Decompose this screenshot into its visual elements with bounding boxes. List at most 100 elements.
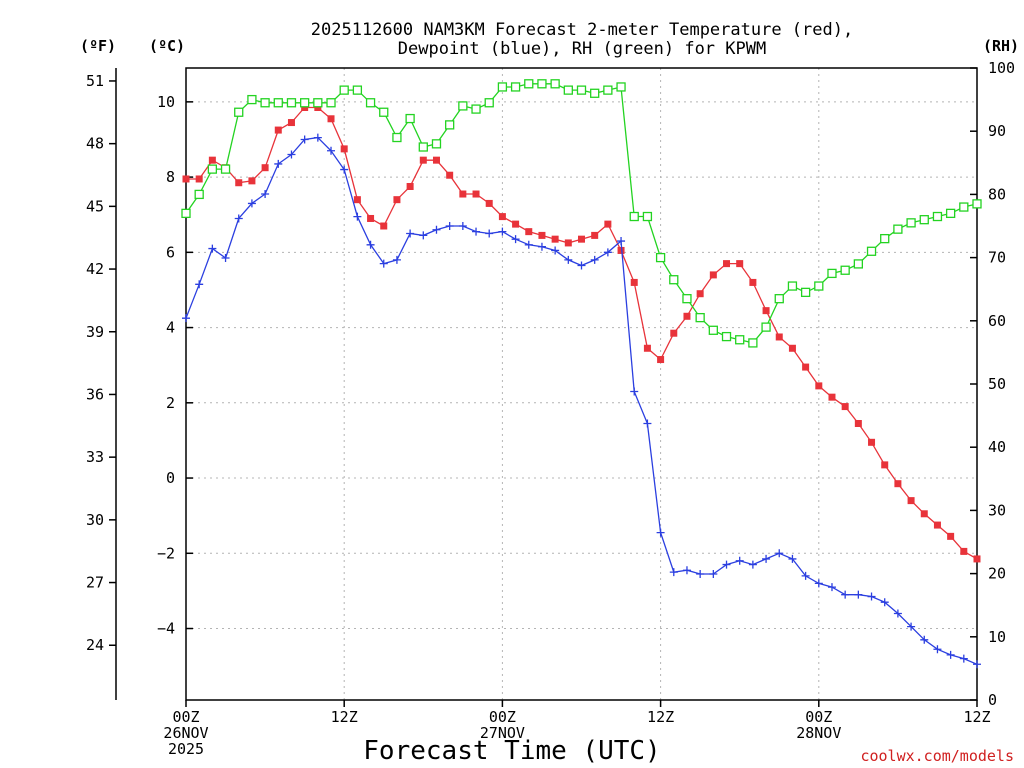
2-meter-temperature-point [261,164,269,172]
dewpoint-point [208,244,217,253]
rh-point [827,268,837,279]
2-meter-temperature-point [881,461,889,469]
dewpoint-point [313,133,322,142]
dewpoint-point [221,253,230,262]
rh-tick-label: 70 [988,249,1006,267]
dewpoint-point [643,419,652,428]
rh-point [445,120,455,130]
celsius-tick-label: 4 [166,319,175,337]
2-meter-temperature-point [709,271,717,279]
2-meter-temperature-point [340,145,348,153]
chart-title: 2025112600 NAM3KM Forecast 2-meter Tempe… [311,20,853,40]
rh-point [431,139,442,149]
fahrenheit-tick-label: 30 [86,511,104,529]
2-meter-temperature-point [551,235,559,243]
rh-unit-label: (RH) [983,37,1019,55]
2-meter-temperature-series [182,104,981,563]
dewpoint-point [854,590,863,599]
2-meter-temperature-point [380,222,388,230]
2-meter-temperature-point [393,196,401,204]
2-meter-temperature-point [208,156,216,164]
2-meter-temperature-point [525,228,533,236]
rh-point [880,233,890,244]
rh-tick-label: 80 [988,185,1006,203]
rh-point [181,208,191,219]
dewpoint-point [247,199,256,208]
rh-point [524,79,534,89]
2-meter-temperature-point [762,307,770,315]
rh-tick-label: 30 [988,501,1006,519]
x-tick-label: 2025 [168,740,204,758]
dewpoint-point [300,135,309,144]
gridlines [186,68,977,700]
dewpoint-point [392,255,401,264]
rh-point [484,98,494,108]
rh-point [365,98,376,108]
rh-tick-label: 90 [988,122,1006,140]
rh-point [352,85,363,95]
2-meter-temperature-point [446,171,454,179]
rh-point [682,294,692,304]
dewpoint-point [353,212,362,221]
2-meter-temperature-point [195,175,203,183]
dewpoint-point [827,583,836,592]
fahrenheit-tick-label: 27 [86,574,104,592]
2-meter-temperature-point [472,190,480,198]
rh-point [220,164,231,174]
rh-point [497,82,508,92]
2-meter-temperature-point [643,344,651,352]
rh-line [185,83,978,344]
dewpoint-point [590,255,599,264]
dewpoint-point [537,242,546,251]
rh-point [576,85,587,95]
rh-point [959,202,969,212]
rh-tick-label: 10 [988,628,1006,646]
2-meter-temperature-point [182,175,190,183]
2-meter-temperature-point [894,480,902,488]
2-meter-temperature-point [736,260,744,268]
fahrenheit-tick-label: 48 [86,135,104,153]
2-meter-temperature-point [749,278,757,286]
2-meter-temperature-point [314,104,322,111]
dewpoint-point [274,159,283,168]
rh-point [510,82,521,92]
2-meter-temperature-point [828,393,836,401]
dewpoint-point [709,569,718,578]
2-meter-temperature-point [301,104,309,111]
rh-tick-label: 100 [988,59,1015,77]
celsius-tick-label: 10 [157,93,175,111]
dewpoint-point [234,214,243,223]
rh-tick-label: 50 [988,375,1006,393]
dewpoint-point [366,240,375,249]
2-meter-temperature-point [591,231,599,239]
dewpoint-point [946,650,955,659]
dewpoint-point [472,227,481,236]
celsius-tick-label: −2 [157,544,175,562]
fahrenheit-tick-label: 51 [86,72,104,90]
fahrenheit-tick-label: 39 [86,323,104,341]
fahrenheit-unit-label: (ºF) [80,37,116,55]
2-meter-temperature-point [459,190,467,198]
rh-point [629,211,639,222]
dewpoint-point [920,635,929,644]
rh-point [906,218,916,228]
series-layer [181,79,982,669]
rh-point [563,85,573,95]
rh-point [761,322,771,332]
x-tick-label: 27NOV [480,724,525,742]
rh-point [471,104,481,114]
2-meter-temperature-point [274,126,282,134]
celsius-tick-label: 2 [166,394,175,412]
dewpoint-point [419,231,428,240]
dewpoint-point [182,314,190,323]
dewpoint-point [458,222,467,230]
rh-point [669,275,679,285]
rh-point [234,107,244,117]
dewpoint-point [973,660,981,669]
fahrenheit-tick-label: 36 [86,385,104,403]
2-meter-temperature-point [960,547,968,555]
2-meter-temperature-point [696,290,704,298]
dewpoint-point [577,261,586,270]
